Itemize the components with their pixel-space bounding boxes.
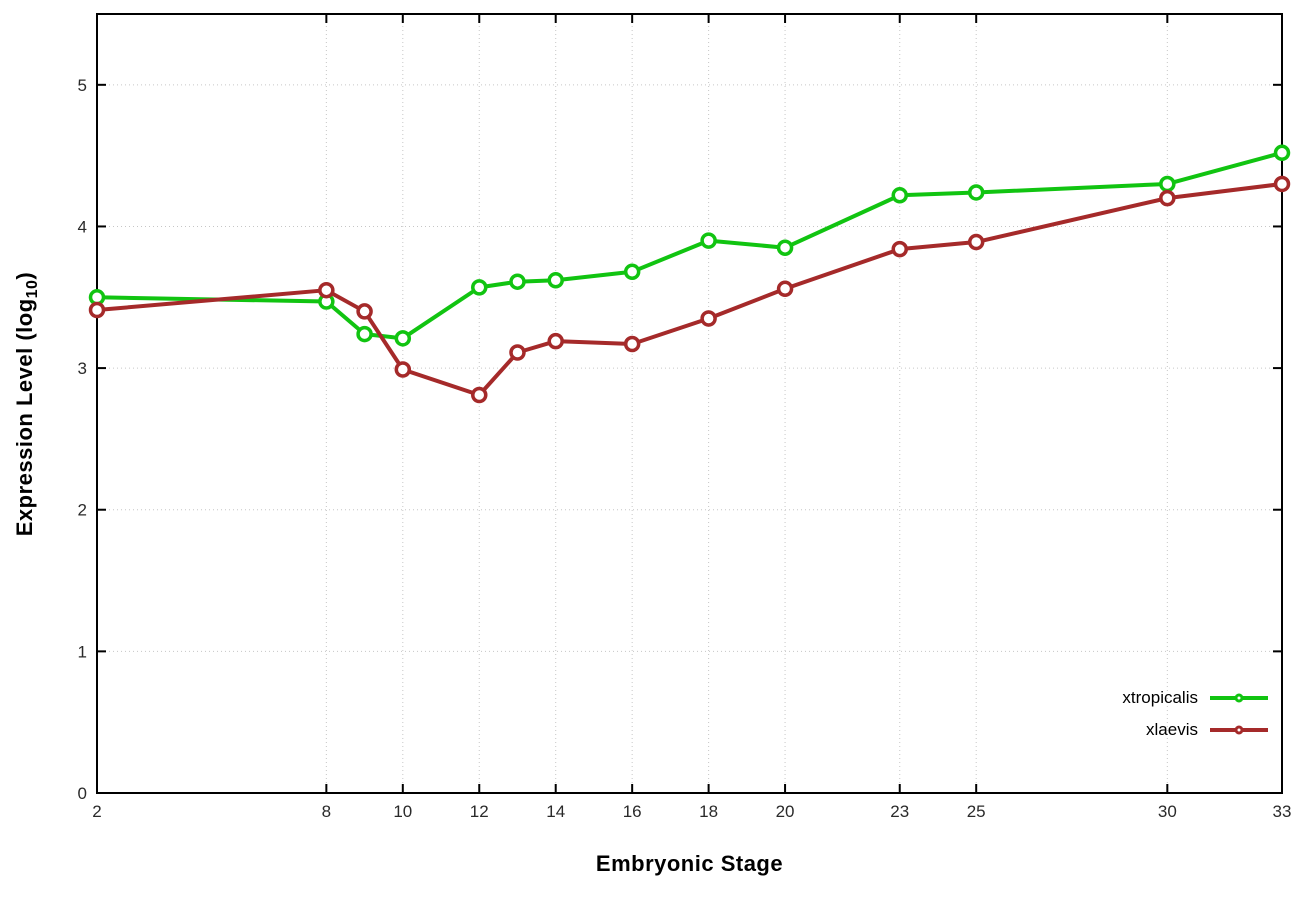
data-point-xtropicalis — [547, 272, 564, 289]
data-point-xtropicalis — [509, 273, 526, 290]
series-line-xtropicalis — [95, 150, 1284, 341]
data-point-xlaevis — [967, 233, 985, 251]
data-point-xlaevis — [471, 386, 488, 404]
data-point-xtropicalis — [700, 232, 717, 249]
y-tick-label: 4 — [78, 217, 87, 236]
circle-marker-icon — [1234, 693, 1244, 703]
x-tick-label: 8 — [322, 802, 331, 821]
legend-label-xlaevis: xlaevis — [1146, 720, 1198, 739]
data-point-xlaevis — [1159, 189, 1176, 207]
data-point-xtropicalis — [776, 239, 794, 256]
data-point-xlaevis — [1273, 175, 1291, 193]
data-point-xlaevis — [623, 335, 641, 353]
data-point-xtropicalis — [356, 325, 373, 343]
data-point-xtropicalis — [891, 187, 908, 204]
data-point-xlaevis — [547, 332, 564, 350]
data-point-xlaevis — [776, 280, 794, 298]
circle-marker-icon — [1234, 725, 1244, 735]
data-point-xlaevis — [356, 303, 373, 320]
x-tick-label: 12 — [470, 802, 489, 821]
series-line-xlaevis — [95, 181, 1284, 398]
data-point-xlaevis — [891, 240, 908, 258]
legend-marker-xtropicalis — [1210, 688, 1268, 708]
x-tick-label: 20 — [776, 802, 795, 821]
data-point-xtropicalis — [1159, 175, 1176, 193]
y-tick-label: 0 — [78, 784, 87, 803]
x-tick-label: 30 — [1158, 802, 1177, 821]
x-tick-label: 23 — [890, 802, 909, 821]
x-tick-label: 16 — [623, 802, 642, 821]
data-point-xlaevis — [394, 361, 412, 378]
legend: xtropicalis xlaevis — [1122, 688, 1268, 740]
data-point-xtropicalis — [967, 184, 985, 201]
x-tick-label: 2 — [92, 802, 101, 821]
y-axis-title: Expression Level (log10) — [12, 272, 41, 537]
data-point-xtropicalis — [1273, 144, 1291, 162]
plot-border — [96, 13, 1283, 794]
x-tick-label: 25 — [967, 802, 986, 821]
data-point-xtropicalis — [623, 263, 641, 281]
data-point-xtropicalis — [394, 330, 412, 347]
x-tick-label: 18 — [699, 802, 718, 821]
y-tick-label: 3 — [78, 359, 87, 378]
x-tick-label: 10 — [393, 802, 412, 821]
legend-label-xtropicalis: xtropicalis — [1122, 688, 1198, 707]
y-tick-label: 2 — [78, 501, 87, 520]
data-point-xlaevis — [509, 344, 526, 361]
data-point-xtropicalis — [471, 279, 488, 296]
legend-item-xlaevis: xlaevis — [1146, 720, 1268, 740]
y-tick-label: 1 — [78, 642, 87, 661]
x-tick-label: 33 — [1273, 802, 1292, 821]
data-point-xlaevis — [88, 301, 106, 319]
legend-marker-xlaevis — [1210, 720, 1268, 740]
y-tick-label: 5 — [78, 76, 87, 95]
x-axis-title: Embryonic Stage — [595, 851, 784, 876]
x-tick-label: 14 — [546, 802, 565, 821]
legend-item-xtropicalis: xtropicalis — [1122, 688, 1268, 708]
data-point-xlaevis — [700, 310, 717, 327]
data-point-xlaevis — [318, 281, 335, 299]
